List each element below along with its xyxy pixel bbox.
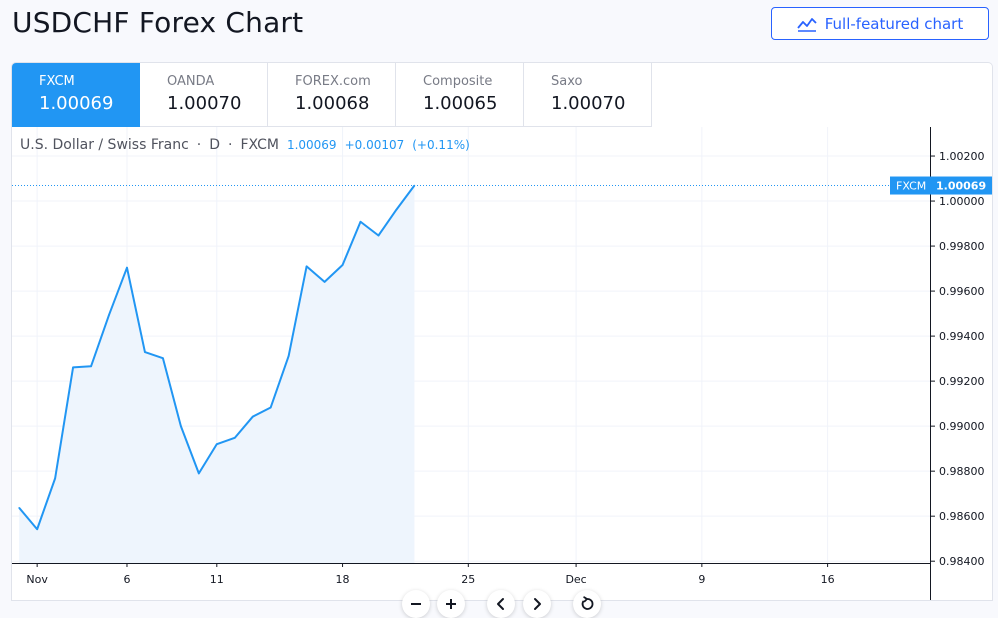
price-chart[interactable]: 1.00200 1.00000 0.99800 0.99600 0.99400 0.992…: [12, 127, 992, 600]
x-tick-label: 25: [461, 573, 475, 586]
y-tick-label: 1.00200: [939, 150, 985, 163]
tab-name: Composite: [423, 74, 493, 89]
tab-value: 1.00069: [39, 93, 114, 114]
tab-forex-com[interactable]: FOREX.com 1.00068: [268, 63, 396, 127]
price-point: [18, 507, 20, 509]
page-title: USDCHF Forex Chart: [12, 6, 304, 39]
chart-card: FXCM 1.00069 OANDA 1.00070 FOREX.com 1.0…: [12, 63, 992, 618]
x-tick-label: Nov: [26, 573, 48, 586]
price-area: [18, 184, 416, 563]
axes: 1.00200 1.00000 0.99800 0.99600 0.99400 0.992…: [12, 127, 992, 600]
y-tick-label: 0.99600: [939, 285, 985, 298]
full-featured-chart-button[interactable]: Full-featured chart: [771, 7, 989, 40]
price-point: [251, 415, 254, 418]
scroll-right-button[interactable]: [523, 590, 551, 618]
price-point: [287, 355, 290, 357]
last-price-value: 1.00069: [936, 180, 986, 193]
chevron-left-icon: [497, 598, 504, 610]
x-tick-label: 16: [821, 573, 835, 586]
price-point: [162, 357, 164, 359]
source-tabs: FXCM 1.00069 OANDA 1.00070 FOREX.com 1.0…: [12, 63, 652, 127]
tab-name: FOREX.com: [295, 74, 371, 89]
price-point: [144, 351, 146, 353]
price-point: [341, 264, 344, 266]
price-point: [215, 443, 218, 445]
tab-oanda[interactable]: OANDA 1.00070: [140, 63, 268, 127]
x-tick-label: 9: [698, 573, 705, 586]
y-tick-label: 0.99400: [939, 330, 985, 343]
tab-value: 1.00070: [167, 93, 242, 114]
last-price-source: FXCM: [896, 180, 926, 193]
y-tick-label: 0.98400: [939, 555, 985, 568]
price-point: [377, 234, 380, 237]
scroll-left-button[interactable]: [487, 590, 515, 618]
tab-saxo[interactable]: Saxo 1.00070: [524, 63, 652, 127]
tab-fxcm[interactable]: FXCM 1.00069: [12, 63, 140, 127]
price-point: [90, 365, 92, 368]
price-point: [36, 528, 38, 531]
chevron-right-icon: [534, 598, 541, 610]
y-tick-label: 0.99000: [939, 420, 985, 433]
x-tick-label: 6: [123, 573, 130, 586]
price-point: [269, 406, 272, 409]
zoom-in-button[interactable]: [437, 590, 465, 618]
price-point: [72, 366, 74, 369]
y-tick-label: 0.98600: [939, 510, 985, 523]
price-point: [108, 314, 110, 316]
tab-value: 1.00070: [551, 93, 626, 114]
reset-icon: [581, 596, 594, 610]
price-point: [323, 281, 326, 283]
last-price-label-box: [890, 176, 992, 195]
price-point: [54, 477, 56, 480]
y-tick-label: 1.00000: [939, 195, 985, 208]
price-point: [395, 208, 398, 211]
minus-icon: [411, 603, 421, 605]
tab-value: 1.00065: [423, 93, 498, 114]
y-tick-label: 0.99200: [939, 375, 985, 388]
y-tick-label: 0.99800: [939, 240, 985, 253]
chart-area[interactable]: 1.00200 1.00000 0.99800 0.99600 0.99400 0.992…: [12, 127, 992, 618]
x-tick-label: Dec: [565, 573, 586, 586]
x-tick-label: 11: [210, 573, 224, 586]
full-featured-chart-label: Full-featured chart: [824, 14, 964, 33]
price-point: [305, 265, 308, 268]
tab-value: 1.00068: [295, 93, 370, 114]
zoom-out-button[interactable]: [402, 590, 430, 618]
tab-name: Saxo: [551, 74, 583, 89]
chart-line-icon: [797, 16, 817, 32]
price-point: [198, 472, 200, 475]
price-point: [180, 425, 182, 427]
plus-icon: [446, 599, 456, 609]
x-tick-label: 18: [336, 573, 350, 586]
price-point: [359, 220, 362, 223]
price-point: [126, 266, 128, 269]
reset-chart-button[interactable]: [573, 590, 601, 618]
tab-name: FXCM: [39, 74, 75, 89]
area-fill: [19, 185, 415, 563]
price-point: [233, 437, 236, 439]
y-tick-label: 0.98800: [939, 465, 985, 478]
tab-name: OANDA: [167, 74, 215, 89]
tab-composite[interactable]: Composite 1.00065: [396, 63, 524, 127]
